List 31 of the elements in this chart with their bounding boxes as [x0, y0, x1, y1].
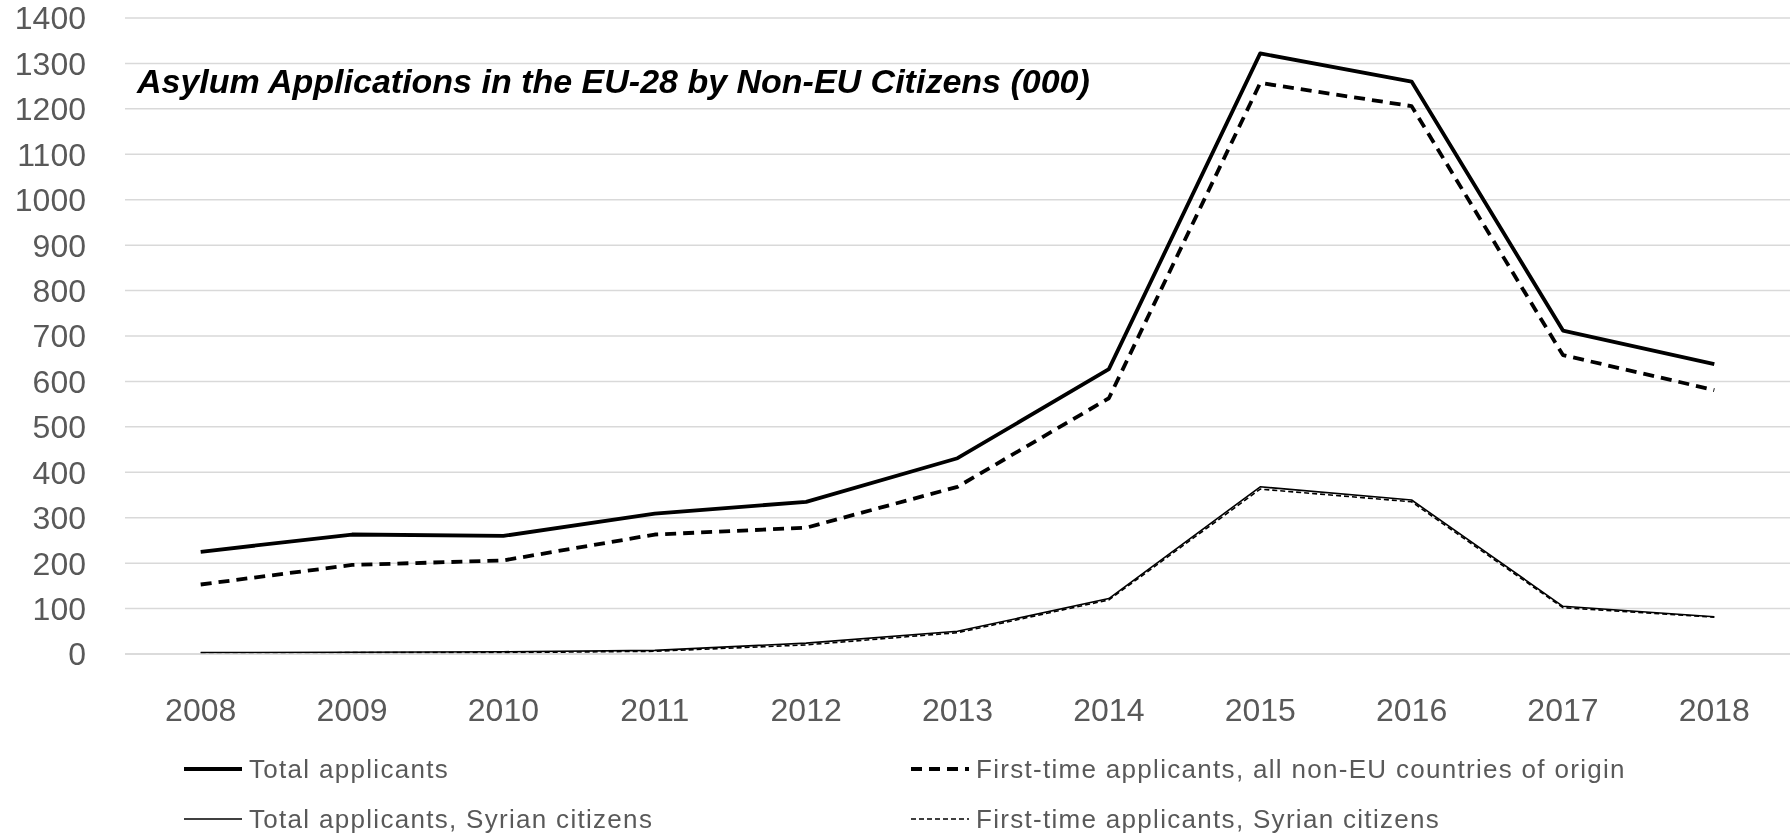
y-tick-label: 1200: [14, 91, 86, 128]
x-tick-label: 2017: [1527, 691, 1599, 728]
y-tick-label: 1400: [14, 0, 86, 37]
legend-label: First-time applicants, all non-EU countries of origin: [976, 753, 1626, 785]
x-tick-label: 2015: [1224, 691, 1296, 728]
y-tick-label: 400: [32, 454, 86, 491]
x-tick-label: 2012: [770, 691, 842, 728]
y-tick-label: 800: [32, 272, 86, 309]
x-tick-label: 2018: [1678, 691, 1750, 728]
y-tick-label: 900: [32, 227, 86, 264]
y-tick-label: 600: [32, 363, 86, 400]
x-tick-label: 2010: [467, 691, 539, 728]
y-tick-label: 300: [32, 500, 86, 537]
x-tick-label: 2008: [165, 691, 237, 728]
legend-label: First-time applicants, Syrian citizens: [976, 803, 1441, 835]
y-tick-label: 200: [32, 545, 86, 582]
legend-label: Total applicants: [249, 753, 450, 785]
y-tick-label: 100: [32, 590, 86, 627]
x-tick-label: 2014: [1073, 691, 1145, 728]
y-tick-label: 500: [32, 409, 86, 446]
y-tick-label: 0: [68, 636, 86, 673]
x-tick-label: 2016: [1376, 691, 1448, 728]
x-tick-label: 2013: [921, 691, 994, 728]
y-tick-label: 700: [32, 318, 86, 355]
x-tick-label: 2011: [620, 691, 690, 728]
y-tick-label: 1300: [14, 45, 86, 82]
legend-label: Total applicants, Syrian citizens: [249, 803, 654, 835]
text: Asylum Applications in the EU-28 by Non-EU Citizens (000): [137, 62, 1090, 101]
x-tick-label: 2009: [316, 691, 388, 728]
y-tick-label: 1000: [14, 182, 86, 219]
y-tick-label: 1100: [17, 136, 86, 173]
